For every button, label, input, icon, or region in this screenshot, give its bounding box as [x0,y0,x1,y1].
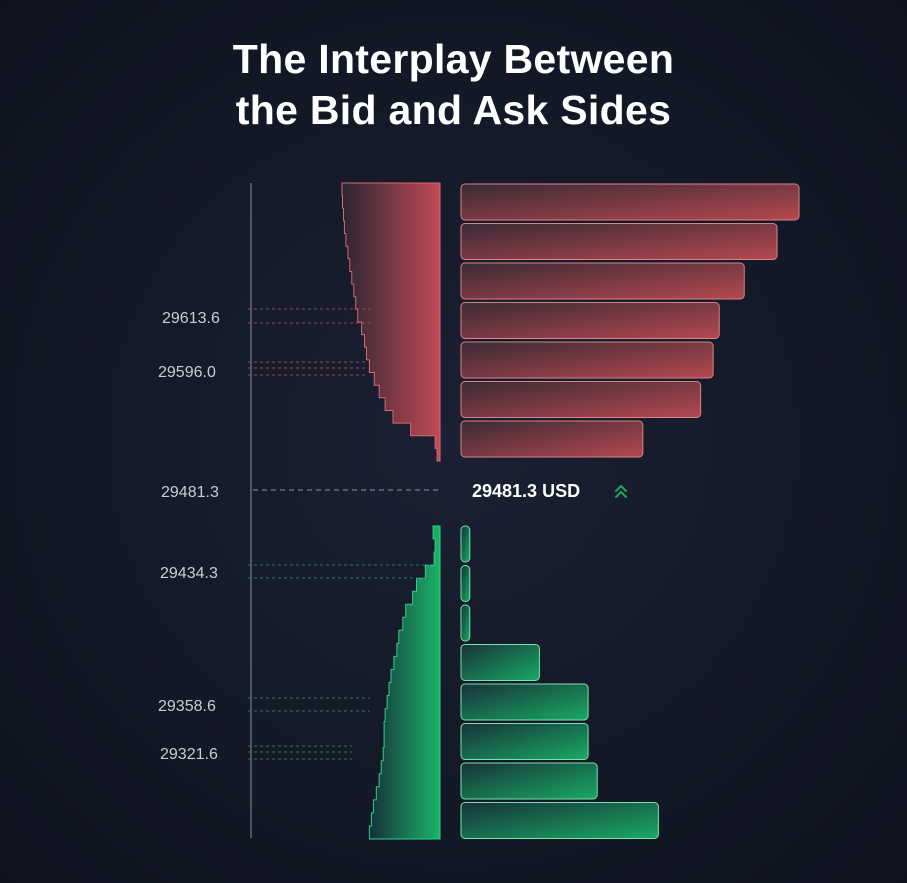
bid-bar-4 [460,644,540,681]
bid-bar-7 [460,762,598,800]
tick-label-mid: 29481.3 [161,484,219,501]
ask-bar-1 [460,183,800,221]
bid-bar-6 [460,723,589,760]
chart-title-line-1: The Interplay Between [232,36,675,82]
ask-depth-area [341,182,441,462]
tick-label-ask-2: 29596.0 [158,364,216,381]
bid-guide-lines [248,564,430,760]
ask-bar-2 [460,223,778,260]
chart-title: The Interplay Between the Bid and Ask Si… [0,34,907,136]
mid-price-label: 29481.3 USD [472,481,580,501]
ask-bar-4 [460,302,720,339]
bid-bar-8 [460,802,659,839]
bid-bar-1 [460,525,471,563]
tick-label-bid-2: 29358.6 [158,698,216,715]
bid-bars [460,525,659,839]
bid-bar-2 [460,565,471,602]
ask-bar-7 [460,420,644,458]
tick-label-bid-3: 29321.6 [160,746,218,763]
ask-bar-3 [460,262,745,300]
ask-bars [460,183,800,458]
bid-bar-5 [460,683,589,721]
double-chevron-up-icon [615,485,627,498]
ask-guide-lines [248,308,372,376]
bid-depth-area [368,525,441,840]
chart-title-line-2: the Bid and Ask Sides [235,87,672,133]
tick-label-ask-1: 29613.6 [162,310,220,327]
ask-bar-6 [460,381,702,418]
tick-label-bid-1: 29434.3 [160,565,218,582]
ask-bar-5 [460,341,714,379]
bid-bar-3 [460,604,471,642]
